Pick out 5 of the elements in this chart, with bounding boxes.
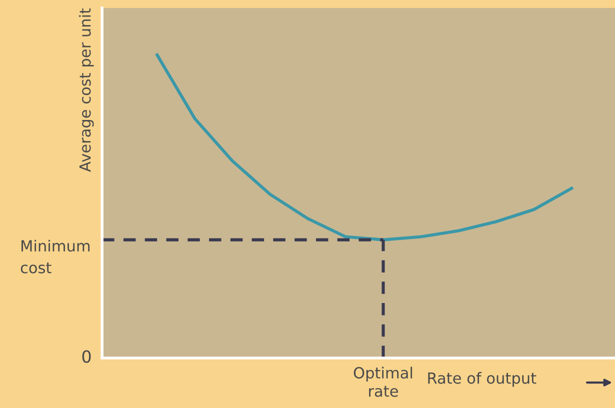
x-axis-title: Rate of output (428, 372, 536, 387)
text: Optimal rate (354, 366, 412, 397)
y-axis-title: Average cost per unit (78, 8, 94, 172)
ref-line-label: Minimum cost (20, 240, 90, 274)
text: 0 (82, 350, 91, 363)
